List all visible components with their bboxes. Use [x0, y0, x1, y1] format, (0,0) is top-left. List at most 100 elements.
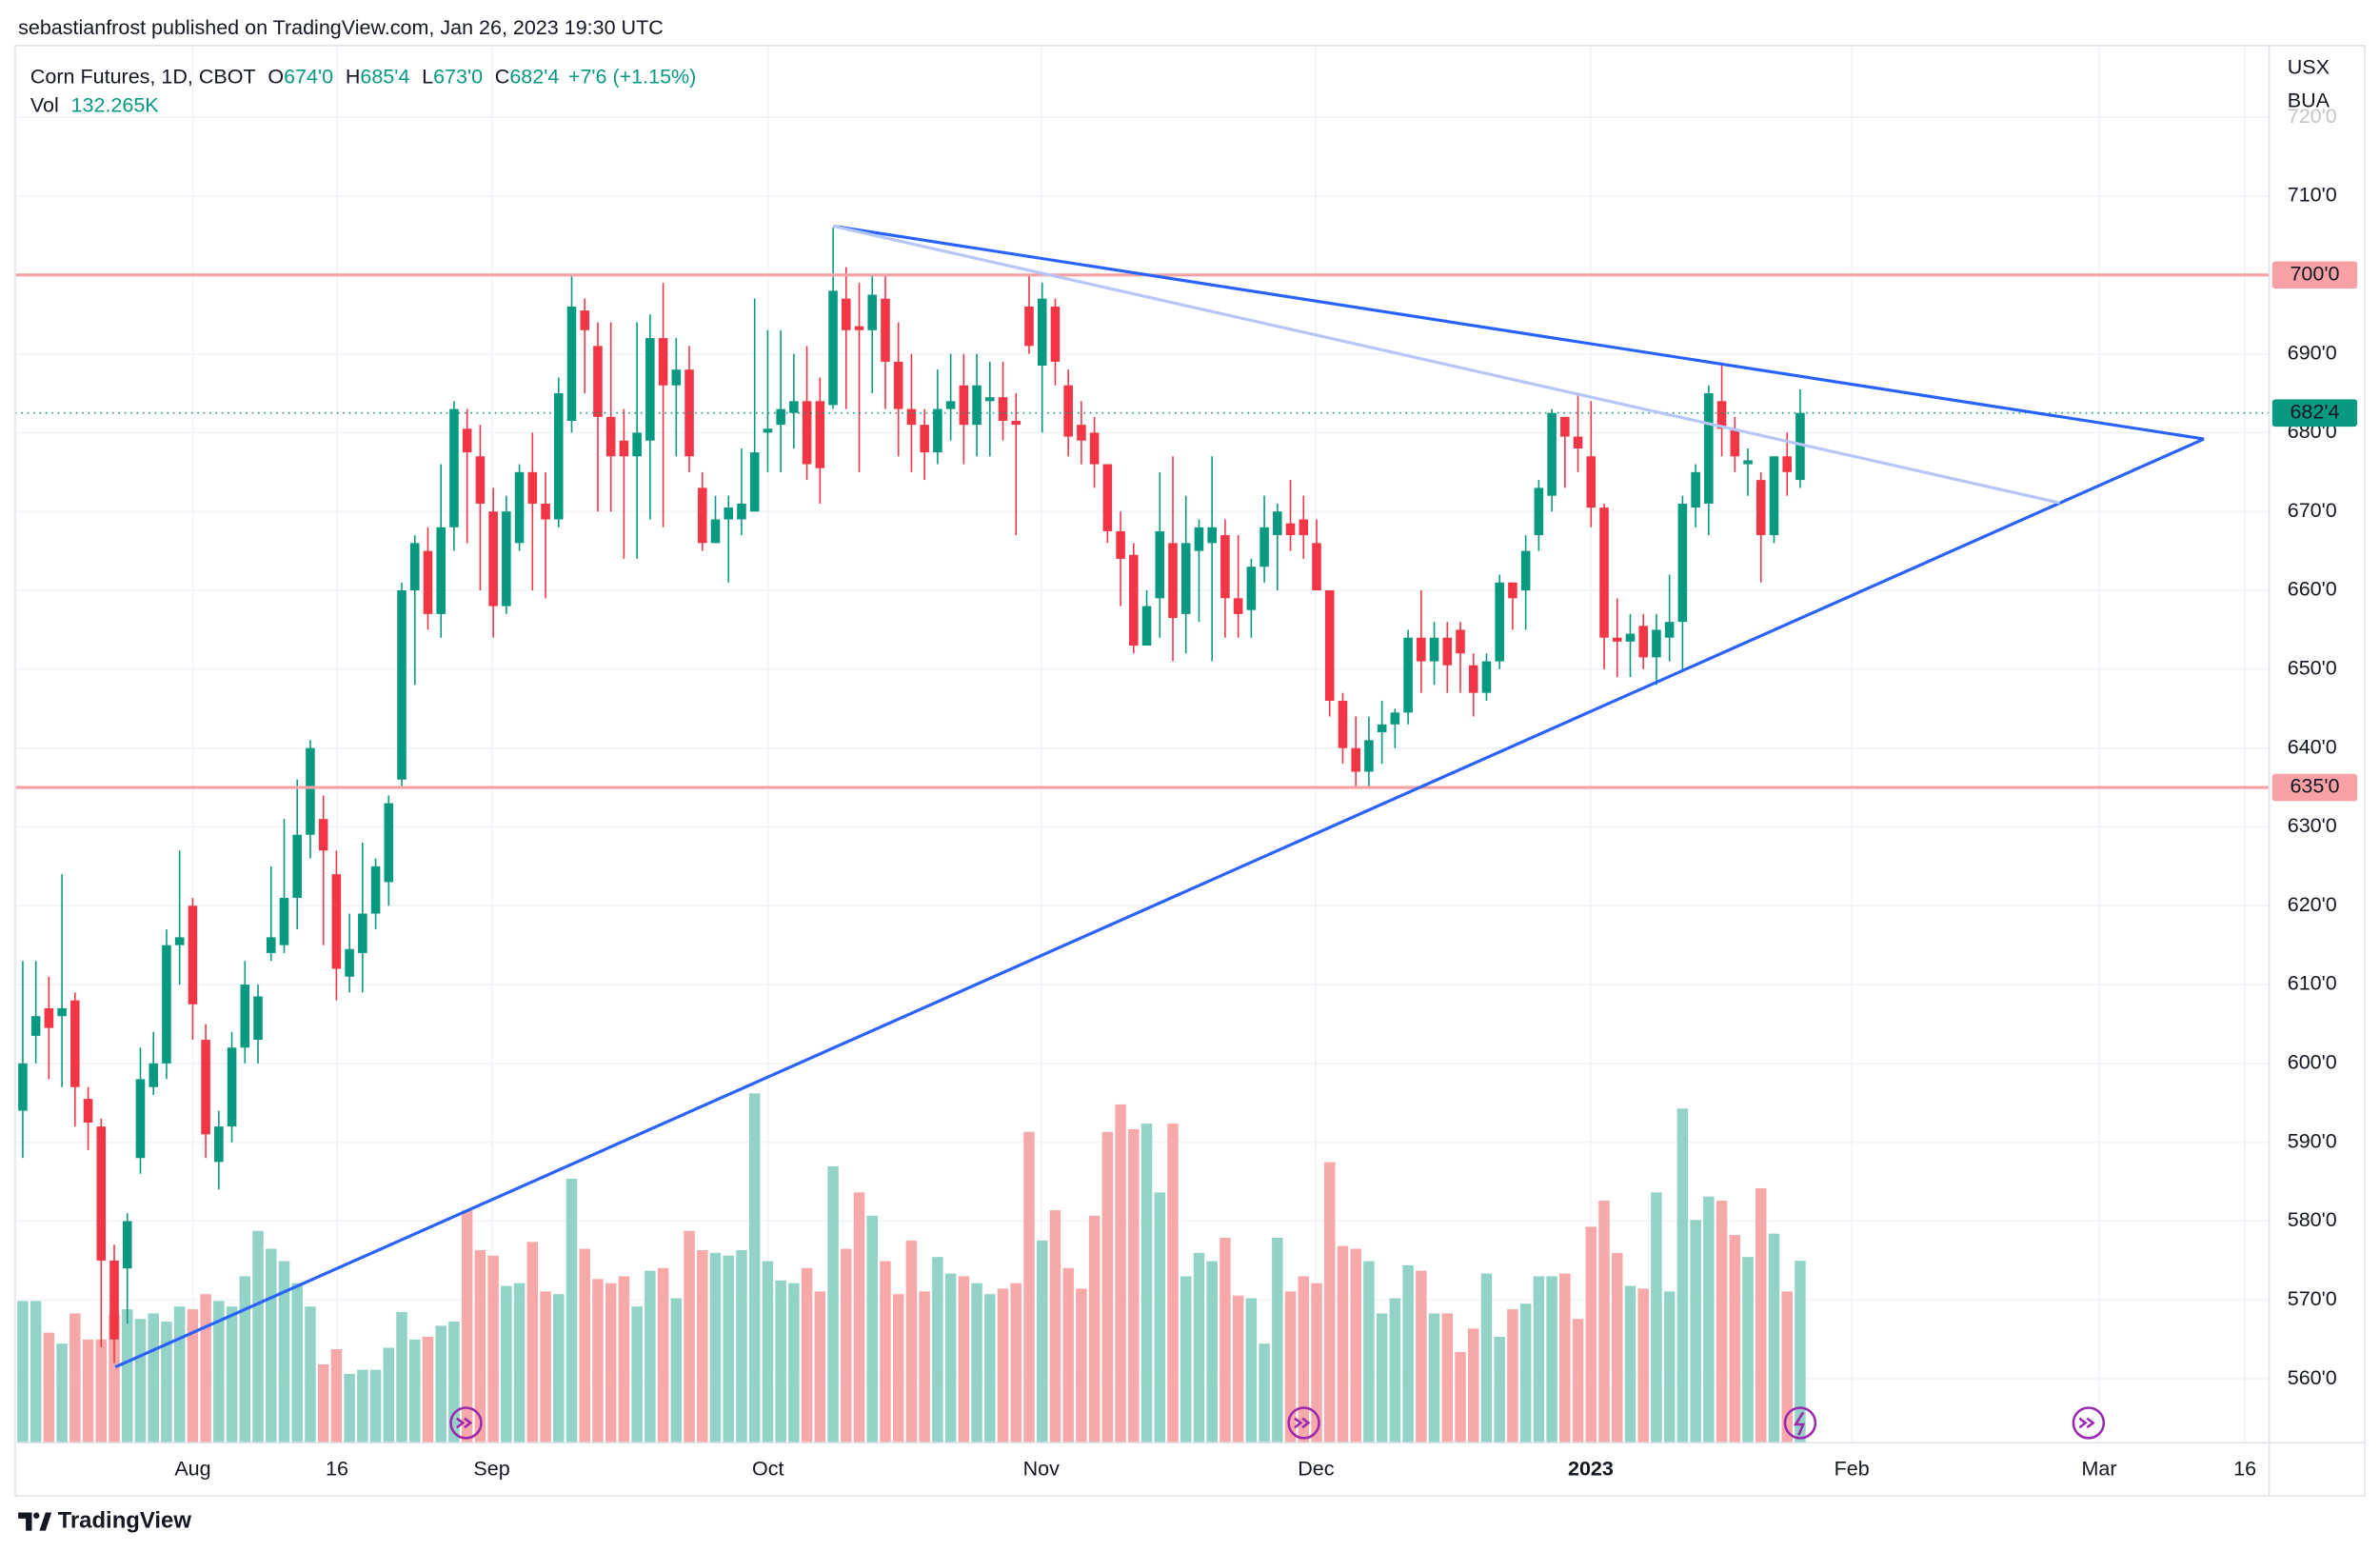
volume-bar [1337, 1245, 1349, 1443]
candle-body [449, 408, 459, 527]
y-tick-label: 620'0 [2288, 893, 2337, 916]
volume-bar [1755, 1187, 1767, 1443]
trendline [114, 437, 2205, 1369]
y-tick-label: 570'0 [2288, 1287, 2337, 1310]
volume-bar [814, 1291, 826, 1443]
candle-body [1520, 550, 1531, 591]
volume-bar [1729, 1235, 1741, 1443]
volume-bar [1180, 1276, 1192, 1443]
volume-bar [1284, 1291, 1297, 1443]
volume-bar [1598, 1200, 1610, 1443]
volume-bar [997, 1288, 1009, 1443]
candle-body [1508, 582, 1517, 599]
volume-bar [187, 1309, 199, 1443]
volume-bar [1494, 1336, 1505, 1443]
volume-bar [1272, 1237, 1283, 1443]
volume-bar [1376, 1313, 1388, 1443]
candle-body [1442, 637, 1453, 666]
last-price-box [2271, 399, 2358, 428]
candle-body [998, 397, 1008, 422]
candle-body [397, 590, 407, 780]
candle-body [96, 1126, 107, 1261]
y-tick-label: 630'0 [2288, 814, 2337, 837]
event-icon-glyph [1294, 1417, 1311, 1429]
y-tick-label: 600'0 [2288, 1051, 2337, 1074]
volume-bar [1546, 1276, 1557, 1443]
candle-body [1456, 629, 1465, 654]
candle-body [749, 452, 760, 512]
candle-body [724, 507, 734, 520]
volume-bar [1742, 1257, 1754, 1443]
volume-bar [213, 1301, 225, 1443]
volume-bar [1062, 1267, 1074, 1443]
candle-body [30, 1016, 41, 1036]
volume-bar [880, 1261, 891, 1443]
candle-body [109, 1260, 119, 1340]
volume-layer [17, 1093, 1806, 1443]
event-icon[interactable] [449, 1406, 483, 1440]
currency: USX [2288, 55, 2330, 78]
volume-bar [1455, 1351, 1466, 1443]
x-tick-label: Dec [1298, 1458, 1334, 1481]
candle-body [553, 393, 564, 520]
volume-bar [841, 1248, 852, 1443]
volume-bar [1298, 1276, 1310, 1443]
candle-body [162, 945, 171, 1064]
candle-body [331, 874, 342, 969]
candle-body [1495, 582, 1504, 662]
candle-body [763, 428, 773, 433]
candle-body [632, 432, 642, 457]
x-tick-label: 2023 [1568, 1458, 1614, 1481]
volume-bar [762, 1261, 774, 1443]
candle-body [83, 1099, 93, 1123]
volume-bar [291, 1283, 303, 1443]
low-value: 673'0 [433, 65, 483, 88]
volume-bar [1311, 1283, 1322, 1443]
volume-bar [932, 1257, 943, 1443]
candle-body [358, 913, 367, 953]
candle-body [1011, 421, 1021, 426]
volume-bar [971, 1283, 982, 1443]
candle-body [214, 1126, 224, 1163]
candle-body [1273, 511, 1282, 536]
level-price-box [2271, 773, 2358, 802]
candle-body [18, 1063, 28, 1111]
volume-bar [396, 1311, 407, 1443]
candle-body [1194, 527, 1204, 551]
volume-bar [1624, 1285, 1636, 1443]
volume-bar [565, 1178, 578, 1443]
high-value: 685'4 [360, 65, 409, 88]
volume-bar [1468, 1328, 1479, 1443]
volume-bar [435, 1325, 446, 1443]
candle-body [1390, 712, 1400, 725]
candle-body [1652, 629, 1661, 658]
event-icon[interactable] [1783, 1406, 1817, 1440]
volume-bar [1559, 1273, 1571, 1443]
candle-body [227, 1047, 237, 1127]
level-price-label: 700'0 [2290, 262, 2339, 285]
candle-body [1730, 428, 1740, 457]
volume-bar [592, 1279, 604, 1443]
candle-body [1677, 503, 1688, 623]
volume-bar [1036, 1240, 1048, 1443]
volume-bar [866, 1215, 878, 1443]
volume-bar [801, 1267, 813, 1443]
candle-body [959, 385, 969, 426]
high-label: H [346, 65, 361, 88]
volume-bar [958, 1276, 970, 1443]
candle-body [1324, 590, 1335, 701]
event-icon[interactable] [1287, 1406, 1320, 1440]
event-icon[interactable] [2072, 1406, 2106, 1440]
volume-bar [17, 1301, 29, 1443]
volume-bar [1049, 1210, 1061, 1443]
volume-bar [1167, 1124, 1179, 1443]
overlay-layer [14, 224, 2270, 1369]
volume-bar [1637, 1288, 1649, 1443]
volume-bar [461, 1210, 473, 1443]
volume-bar [148, 1313, 159, 1443]
volume-bar [1507, 1309, 1518, 1443]
candle-body [1638, 626, 1648, 658]
x-tick-label: 16 [326, 1458, 348, 1481]
volume-bar [1363, 1261, 1375, 1443]
